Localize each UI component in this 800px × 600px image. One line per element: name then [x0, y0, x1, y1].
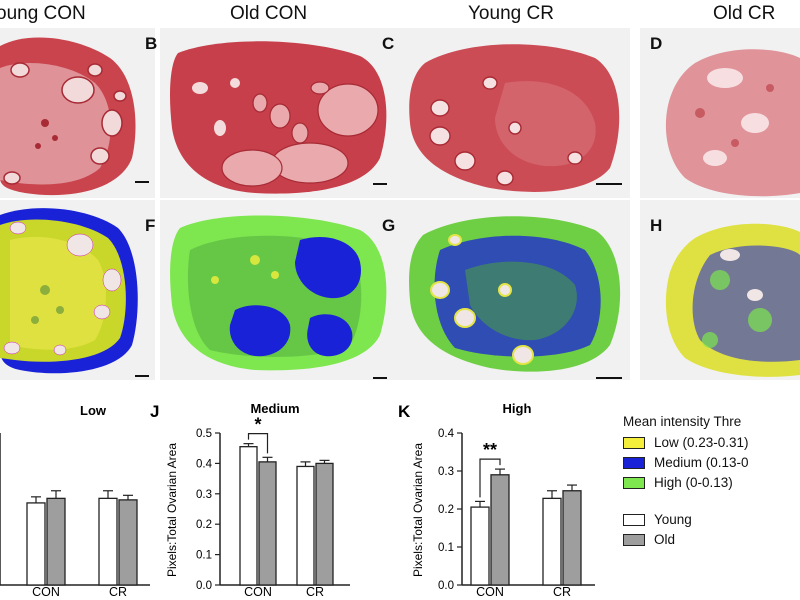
- legend-label: Old: [654, 532, 676, 547]
- he-image-young-cr: [395, 28, 630, 198]
- he-image-young-con: [0, 28, 155, 198]
- legend-title: Mean intensity Thre: [623, 414, 742, 429]
- intensity-map-old-cr: [640, 200, 800, 380]
- y-tick-label: 0.3: [196, 489, 212, 501]
- significance-marker: *: [254, 415, 261, 435]
- he-section-old-cr: [665, 49, 800, 197]
- x-tick-label: CON: [32, 585, 60, 599]
- panel-letter-g: G: [382, 216, 396, 235]
- x-tick-label: CON: [476, 585, 504, 599]
- significance-bracket: [479, 458, 501, 498]
- bar-young: [239, 446, 258, 586]
- y-axis-label: Pixels:Total Ovarian Area: [165, 443, 179, 577]
- bar-young: [542, 497, 562, 586]
- legend-swatch: [623, 436, 645, 449]
- chart-title: Medium: [250, 401, 299, 416]
- intensity-map-young-cr: [395, 200, 630, 380]
- legend-label: Young: [654, 512, 692, 527]
- intensity-map-young-con: [0, 200, 155, 380]
- y-tick-label: 0.1: [196, 550, 212, 562]
- bar-old: [46, 497, 66, 586]
- significance-marker: **: [483, 440, 497, 460]
- legend-label: Low (0.23-0.31): [654, 435, 749, 450]
- x-tick-label: CR: [306, 585, 324, 599]
- x-tick-label: CR: [109, 585, 127, 599]
- he-section-young-cr: [409, 44, 620, 192]
- chart-medium: J Medium Pixels:Total Ovarian Area CON C…: [150, 401, 350, 599]
- he-section-young-con: [0, 37, 136, 196]
- scale-bar: [596, 377, 622, 379]
- legend-label: High (0-0.13): [654, 475, 733, 490]
- y-tick-label: 0.2: [196, 519, 212, 531]
- panel-letter-h: H: [650, 216, 663, 235]
- scale-bar: [135, 181, 149, 183]
- y-tick-label: 0.3: [438, 466, 454, 478]
- intensity-section-young-con: [0, 208, 138, 374]
- legend-swatch: [623, 513, 645, 526]
- legend-swatch: [623, 456, 645, 469]
- legend-item-high: High (0-0.13): [623, 475, 749, 490]
- legend-item-old: Old: [623, 532, 749, 547]
- legend-item-young: Young: [623, 512, 749, 527]
- y-tick-label: 0.0: [438, 580, 454, 592]
- panel-letter-d: D: [650, 34, 663, 53]
- y-tick-label: 0.2: [438, 504, 454, 516]
- scale-bar: [373, 183, 387, 185]
- intensity-map-old-con: [160, 200, 396, 380]
- significance-bracket: [247, 433, 269, 454]
- y-tick-label: 0.4: [438, 428, 455, 440]
- bar-young: [470, 506, 490, 586]
- panel-letter-c: C: [382, 34, 395, 53]
- bar-old: [490, 474, 510, 586]
- y-tick-label: 0.4: [196, 458, 213, 470]
- chart-title: High: [503, 401, 532, 416]
- chart-title: Low: [80, 403, 107, 418]
- he-section-old-con: [170, 41, 387, 194]
- scale-bar: [373, 377, 387, 379]
- intensity-section-young-cr: [409, 216, 621, 372]
- scale-bar: [135, 375, 149, 377]
- bar-old: [118, 499, 138, 586]
- chart-high: K High Pixels:Total Ovarian Area CON CR …: [398, 401, 595, 599]
- column-title-old-con: Old CON: [230, 3, 308, 24]
- legend-swatch: [623, 533, 645, 546]
- legend-item-low: Low (0.23-0.31): [623, 435, 749, 450]
- bar-young: [296, 465, 315, 586]
- bar-old: [562, 490, 582, 586]
- legend-label: Medium (0.13-0: [654, 455, 749, 470]
- he-image-old-cr: [640, 28, 800, 198]
- bar-charts: Low CON CR J Medium Pixels:Total Ovarian…: [0, 401, 595, 599]
- y-axis-label: Pixels:Total Ovarian Area: [411, 443, 425, 577]
- intensity-section-old-cr: [665, 223, 800, 377]
- column-title-young-cr: Young CR: [468, 3, 554, 24]
- bar-old: [258, 461, 277, 586]
- bar-young: [98, 497, 118, 586]
- y-tick-label: 0.1: [438, 542, 454, 554]
- column-title-old-cr: Old CR: [713, 3, 776, 24]
- scale-bar: [596, 183, 622, 185]
- panel-letter-b: B: [145, 34, 158, 53]
- x-tick-label: CR: [553, 585, 571, 599]
- panel-letter-f: F: [145, 216, 156, 235]
- x-tick-label: CON: [244, 585, 272, 599]
- intensity-section-old-con: [170, 215, 387, 371]
- column-title-young-con: oung CON: [0, 3, 86, 24]
- y-tick-label: 0.0: [196, 580, 212, 592]
- panel-letter-k: K: [398, 402, 411, 421]
- he-image-old-con: [160, 28, 396, 198]
- bar-old: [315, 462, 334, 586]
- legend: Mean intensity Thre Low (0.23-0.31) Medi…: [623, 414, 749, 547]
- y-tick-label: 0.5: [196, 428, 212, 440]
- panel-letter-j: J: [150, 402, 159, 421]
- bar-young: [26, 502, 46, 586]
- legend-swatch: [623, 476, 645, 489]
- legend-item-medium: Medium (0.13-0: [623, 455, 749, 470]
- chart-low: Low CON CR: [0, 403, 150, 599]
